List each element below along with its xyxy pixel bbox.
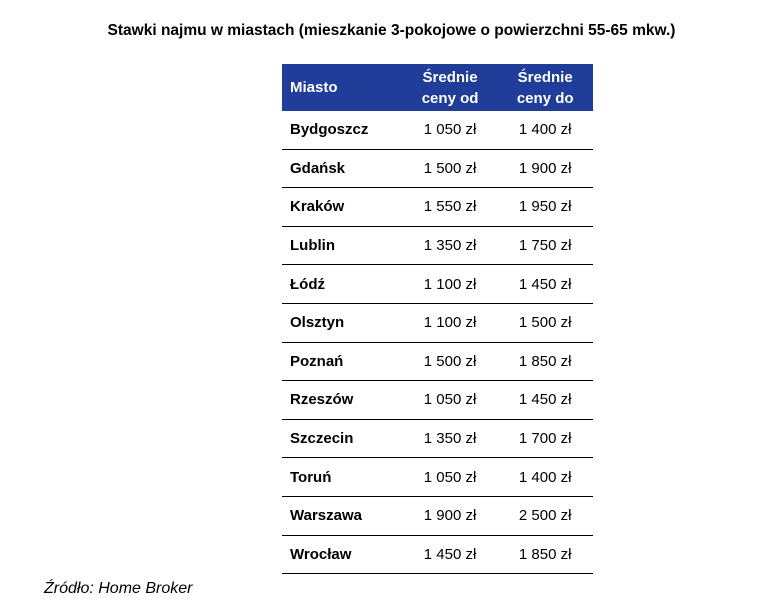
price-to: 2 500 zł <box>497 496 593 536</box>
price-to: 1 450 zł <box>497 264 593 304</box>
header-price-to-line1: Średnie <box>517 68 573 86</box>
table-row: Toruń 1 050 zł 1 400 zł <box>282 457 593 497</box>
price-from: 1 050 zł <box>402 457 498 497</box>
price-to: 1 400 zł <box>497 457 593 497</box>
price-from: 1 900 zł <box>402 496 498 536</box>
city-name: Szczecin <box>282 419 403 459</box>
table-row: Poznań 1 500 zł 1 850 zł <box>282 342 593 382</box>
city-name: Gdańsk <box>282 149 403 189</box>
table-header: Miasto Średnie ceny od Średnie ceny do <box>282 64 593 111</box>
price-from: 1 350 zł <box>402 419 498 459</box>
price-from: 1 500 zł <box>402 149 498 189</box>
city-name: Rzeszów <box>282 380 403 420</box>
price-to: 1 700 zł <box>497 419 593 459</box>
header-price-from-line1: Średnie <box>422 68 478 86</box>
header-price-from: Średnie ceny od <box>402 64 498 111</box>
city-name: Warszawa <box>282 496 403 536</box>
price-to: 1 950 zł <box>497 187 593 227</box>
city-name: Łódź <box>282 264 403 304</box>
price-from: 1 550 zł <box>402 187 498 227</box>
table-row: Kraków 1 550 zł 1 950 zł <box>282 187 593 227</box>
price-from: 1 050 zł <box>402 111 498 150</box>
price-to: 1 500 zł <box>497 303 593 343</box>
price-from: 1 500 zł <box>402 342 498 382</box>
price-from: 1 450 zł <box>402 535 498 575</box>
source-note: Źródło: Home Broker <box>44 580 193 597</box>
table-row: Lublin 1 350 zł 1 750 zł <box>282 226 593 266</box>
table-row: Łódź 1 100 zł 1 450 zł <box>282 264 593 304</box>
price-to: 1 850 zł <box>497 535 593 575</box>
price-to: 1 850 zł <box>497 342 593 382</box>
price-from: 1 050 zł <box>402 380 498 420</box>
city-name: Poznań <box>282 342 403 382</box>
table-row: Szczecin 1 350 zł 1 700 zł <box>282 419 593 459</box>
table-row: Olsztyn 1 100 zł 1 500 zł <box>282 303 593 343</box>
table-body: Bydgoszcz 1 050 zł 1 400 zł Gdańsk 1 500… <box>282 111 593 575</box>
city-name: Wrocław <box>282 535 403 575</box>
price-to: 1 900 zł <box>497 149 593 189</box>
price-from: 1 350 zł <box>402 226 498 266</box>
price-to: 1 750 zł <box>497 226 593 266</box>
page-title: Stawki najmu w miastach (mieszkanie 3-po… <box>107 22 676 39</box>
table-row: Warszawa 1 900 zł 2 500 zł <box>282 496 593 536</box>
header-price-to-line2: ceny do <box>516 89 574 107</box>
table-row: Rzeszów 1 050 zł 1 450 zł <box>282 380 593 420</box>
rent-rates-table: Miasto Średnie ceny od Średnie ceny do B… <box>282 64 593 575</box>
city-name: Toruń <box>282 457 403 497</box>
header-price-from-line2: ceny od <box>421 89 479 107</box>
city-name: Kraków <box>282 187 403 227</box>
price-from: 1 100 zł <box>402 264 498 304</box>
header-city: Miasto <box>282 64 403 111</box>
city-name: Bydgoszcz <box>282 111 403 150</box>
table-row: Gdańsk 1 500 zł 1 900 zł <box>282 149 593 189</box>
header-row: Miasto Średnie ceny od Średnie ceny do <box>282 64 593 111</box>
table-row: Wrocław 1 450 zł 1 850 zł <box>282 535 593 575</box>
city-name: Olsztyn <box>282 303 403 343</box>
table-row: Bydgoszcz 1 050 zł 1 400 zł <box>282 111 593 150</box>
price-from: 1 100 zł <box>402 303 498 343</box>
price-to: 1 400 zł <box>497 111 593 150</box>
city-name: Lublin <box>282 226 403 266</box>
price-to: 1 450 zł <box>497 380 593 420</box>
header-price-to: Średnie ceny do <box>497 64 593 111</box>
